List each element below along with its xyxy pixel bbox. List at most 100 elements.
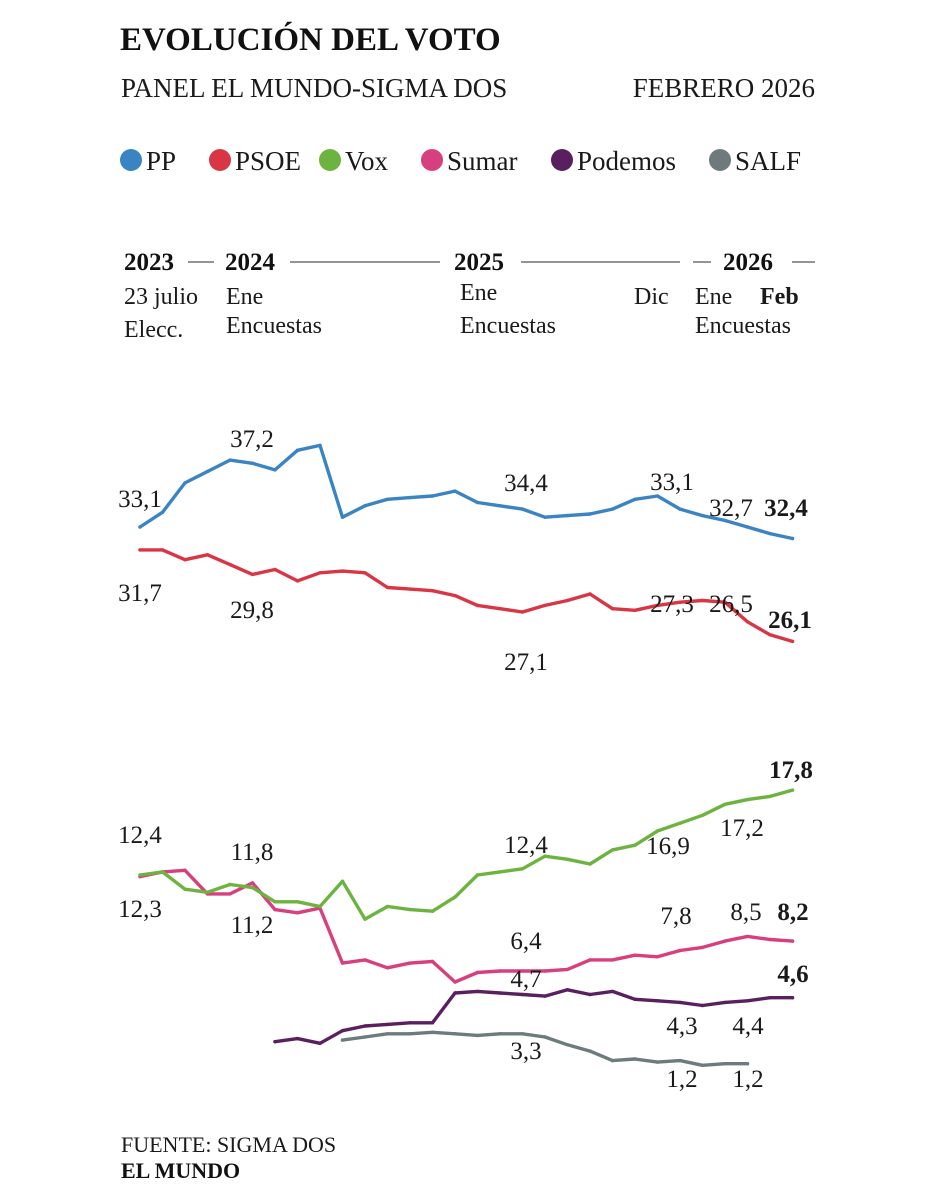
- data-point-podemos: [543, 994, 547, 998]
- data-point-sumar: [678, 948, 682, 953]
- timeline: 2023 2024 2025 2026 23 julio Elecc. Ene Encuest…: [124, 249, 815, 343]
- data-point-salf: [475, 1033, 480, 1038]
- data-label-sumar: 7,8: [660, 903, 691, 930]
- data-point-psoe: [768, 633, 772, 637]
- data-point-podemos: [295, 1036, 300, 1041]
- data-point-sumar: [228, 892, 232, 896]
- footer-source: FUENTE: SIGMA DOS: [121, 1132, 336, 1157]
- series-line-sumar: [138, 868, 795, 984]
- data-point-psoe: [363, 571, 367, 575]
- data-point-psoe: [790, 639, 795, 644]
- data-label-sumar: 6,4: [510, 928, 542, 955]
- data-point-sumar: [408, 961, 412, 965]
- series-line-podemos: [273, 988, 795, 1045]
- data-point-vox: [340, 879, 345, 883]
- data-point-psoe: [655, 603, 660, 608]
- data-point-sumar: [295, 911, 300, 915]
- data-point-psoe: [205, 553, 210, 557]
- data-point-pp: [408, 495, 412, 500]
- data-label-salf: 1,2: [666, 1066, 697, 1093]
- legend-swatch-salf: [709, 149, 731, 171]
- data-label-podemos: 4,3: [666, 1013, 697, 1040]
- data-point-salf: [565, 1043, 570, 1047]
- data-point-psoe: [565, 598, 570, 603]
- data-point-sumar: [543, 969, 547, 973]
- year-label-2026: 2026: [723, 249, 773, 276]
- data-point-pp: [610, 507, 615, 511]
- data-point-psoe: [408, 587, 412, 591]
- data-point-salf: [453, 1032, 457, 1036]
- data-label-pp: 33,1: [650, 469, 694, 496]
- data-point-sumar: [273, 907, 277, 912]
- timeline-caption: Feb: [760, 284, 799, 310]
- data-point-pp: [228, 458, 232, 462]
- data-point-vox: [565, 857, 570, 861]
- data-point-salf: [520, 1032, 525, 1036]
- data-label-sumar: 11,2: [231, 912, 274, 939]
- data-point-salf: [678, 1058, 682, 1063]
- data-point-salf: [408, 1032, 412, 1036]
- data-label-podemos: 4,7: [510, 966, 541, 993]
- data-label-pp: 33,1: [118, 486, 162, 513]
- data-point-psoe: [633, 608, 637, 612]
- data-point-sumar: [498, 969, 502, 973]
- data-label-psoe: 26,1: [768, 607, 812, 634]
- data-point-pp: [700, 513, 705, 518]
- timeline-caption: Ene: [226, 284, 263, 310]
- data-point-vox: [700, 813, 705, 817]
- data-point-podemos: [318, 1041, 322, 1046]
- data-point-pp: [745, 525, 750, 529]
- data-point-psoe: [250, 572, 255, 577]
- chart-subtitle: PANEL EL MUNDO-SIGMA DOS: [121, 73, 507, 103]
- data-point-psoe: [610, 607, 615, 611]
- data-point-vox: [768, 794, 772, 799]
- data-label-pp: 37,2: [230, 426, 274, 453]
- data-point-podemos: [453, 991, 457, 995]
- data-label-vox: 12,4: [118, 822, 162, 849]
- data-point-podemos: [610, 989, 615, 994]
- data-point-sumar: [588, 958, 592, 962]
- data-point-salf: [543, 1035, 547, 1039]
- year-label-2025: 2025: [454, 249, 504, 276]
- legend-label-podemos: Podemos: [577, 146, 676, 176]
- data-point-pp: [205, 469, 210, 474]
- data-point-psoe: [678, 600, 682, 604]
- legend-swatch-vox: [319, 149, 341, 171]
- legend-label-sumar: Sumar: [447, 146, 518, 176]
- data-label-vox: 17,8: [769, 757, 813, 784]
- data-label-psoe: 26,5: [709, 591, 753, 618]
- data-point-podemos: [565, 988, 570, 992]
- data-point-salf: [498, 1032, 502, 1036]
- data-point-podemos: [475, 989, 480, 994]
- data-label-sumar: 8,2: [777, 899, 808, 926]
- data-point-salf: [723, 1062, 727, 1066]
- data-point-salf: [700, 1063, 705, 1068]
- data-point-sumar: [475, 970, 480, 975]
- data-point-psoe: [588, 592, 592, 596]
- data-point-sumar: [565, 967, 570, 972]
- data-point-sumar: [610, 958, 615, 962]
- data-point-vox: [228, 882, 232, 887]
- data-point-vox: [790, 788, 795, 792]
- data-point-sumar: [723, 939, 727, 943]
- data-point-psoe: [160, 548, 165, 552]
- data-point-vox: [408, 907, 412, 912]
- data-point-pp: [273, 468, 277, 472]
- legend-label-vox: Vox: [345, 146, 389, 176]
- data-point-vox: [273, 900, 277, 904]
- data-point-salf: [363, 1035, 367, 1039]
- data-point-vox: [183, 887, 187, 891]
- data-point-psoe: [498, 607, 502, 611]
- data-point-psoe: [295, 579, 300, 583]
- data-point-psoe: [318, 571, 322, 575]
- data-point-vox: [610, 848, 615, 852]
- data-point-vox: [430, 909, 435, 913]
- data-point-vox: [543, 854, 547, 858]
- data-point-pp: [475, 500, 480, 505]
- data-point-sumar: [340, 961, 345, 965]
- timeline-caption: Encuestas: [695, 313, 791, 339]
- data-point-salf: [745, 1062, 750, 1066]
- data-point-podemos: [430, 1021, 435, 1025]
- data-point-vox: [160, 870, 165, 874]
- data-point-pp: [340, 515, 345, 519]
